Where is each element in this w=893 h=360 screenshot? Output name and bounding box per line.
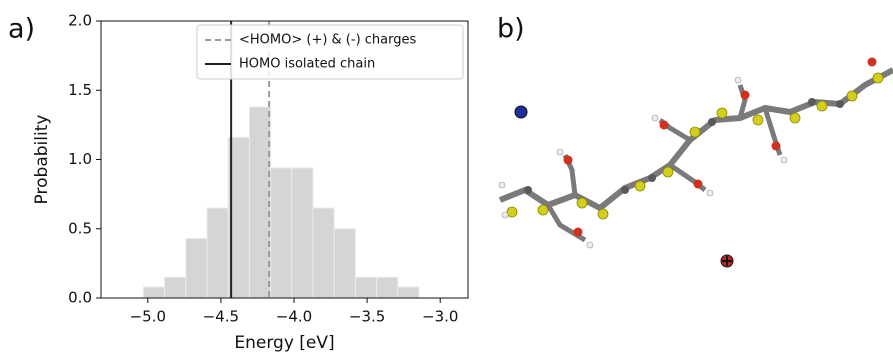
y-tick-label: 0.0	[68, 289, 92, 307]
y-tick-label: 1.0	[68, 150, 92, 168]
x-tick-label: −3.5	[349, 308, 385, 326]
histogram-bar	[355, 277, 376, 298]
histogram-bar	[292, 168, 313, 298]
histogram-bar	[143, 287, 164, 298]
y-tick-label: 1.5	[68, 81, 92, 99]
y-tick-label: 0.5	[68, 219, 92, 237]
y-tick-label: 2.0	[68, 12, 92, 30]
histogram-bar	[186, 238, 207, 298]
histogram-bar	[313, 208, 334, 298]
legend-label: <HOMO> (+) & (-) charges	[239, 33, 416, 48]
figure: a) b) −5.0−4.5−4.0−3.5−3.	[0, 0, 893, 356]
histogram-bar	[271, 168, 292, 298]
histogram-bar	[249, 107, 270, 298]
histogram-bar	[165, 277, 186, 298]
panel-label: b)	[497, 14, 525, 45]
histogram-bar	[398, 287, 419, 298]
molecule-image	[499, 58, 893, 268]
bond	[740, 85, 745, 118]
legend: <HOMO> (+) & (-) charges HOMO isolated ch…	[197, 25, 463, 79]
x-tick-label: −5.0	[130, 308, 166, 326]
histogram-bar	[334, 229, 355, 298]
x-tick-label: −4.5	[203, 308, 239, 326]
x-tick-label: −4.0	[276, 308, 312, 326]
panel-label: a)	[8, 14, 35, 45]
histogram-bar	[377, 277, 398, 298]
histogram-bar	[207, 208, 228, 298]
legend-label: HOMO isolated chain	[239, 57, 375, 72]
x-axis-label: Energy [eV]	[234, 333, 334, 353]
y-axis-label: Probability	[32, 115, 52, 205]
x-tick-label: −3.0	[422, 308, 458, 326]
